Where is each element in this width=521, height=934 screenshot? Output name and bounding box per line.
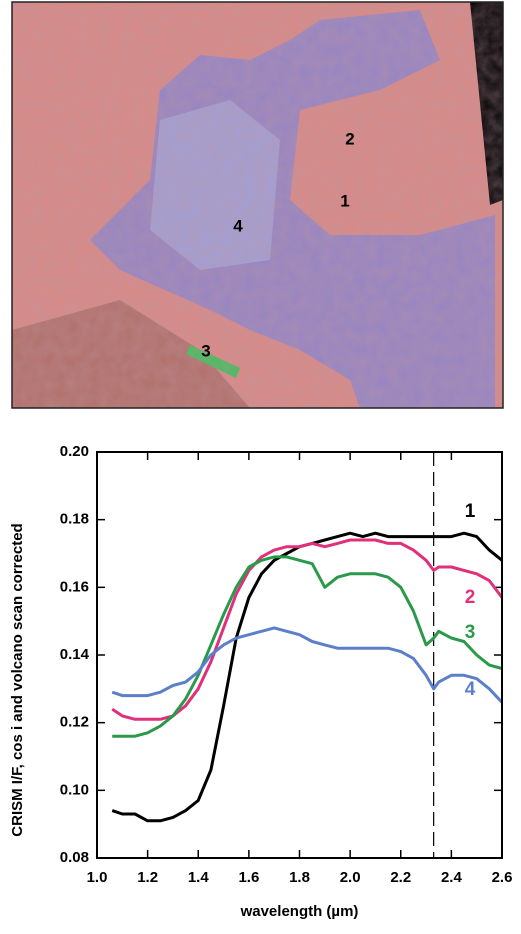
x-tick-label: 2.0 [340,869,361,886]
region-label: 2 [345,129,354,148]
series-line [112,555,503,738]
texture [12,2,503,408]
y-tick-label: 0.20 [60,443,89,460]
x-axis-label: wavelength (µm) [240,903,359,920]
legend-label: 2 [465,587,476,608]
x-tick-label: 1.4 [188,869,210,886]
plot-frame [96,451,503,859]
x-tick-label: 1.2 [137,869,158,886]
y-tick-label: 0.16 [60,578,89,595]
legend-label: 4 [465,679,476,700]
x-tick-label: 2.6 [492,869,513,886]
legend-label: 3 [465,622,476,643]
x-tick-label: 2.4 [441,869,463,886]
x-tick-label: 2.2 [390,869,411,886]
region-label: 3 [201,341,210,360]
x-tick-label: 1.6 [238,869,259,886]
x-tick-label: 1.0 [87,869,108,886]
y-tick-label: 0.08 [60,849,89,866]
series-line [111,626,504,704]
y-tick-label: 0.12 [60,714,89,731]
y-tick-label: 0.14 [60,646,90,663]
region-label: 4 [233,216,243,235]
y-tick-label: 0.10 [60,781,89,798]
y-axis-label: CRISM I/F, cos i and volcano scan correc… [9,523,26,836]
legend-label: 1 [465,501,476,522]
x-tick-label: 1.8 [289,869,310,886]
series-line [111,531,503,823]
series-line [111,538,504,721]
image-frame [11,1,504,409]
region-label: 1 [340,191,349,210]
orbital-image [11,1,504,409]
y-tick-label: 0.18 [60,511,89,528]
